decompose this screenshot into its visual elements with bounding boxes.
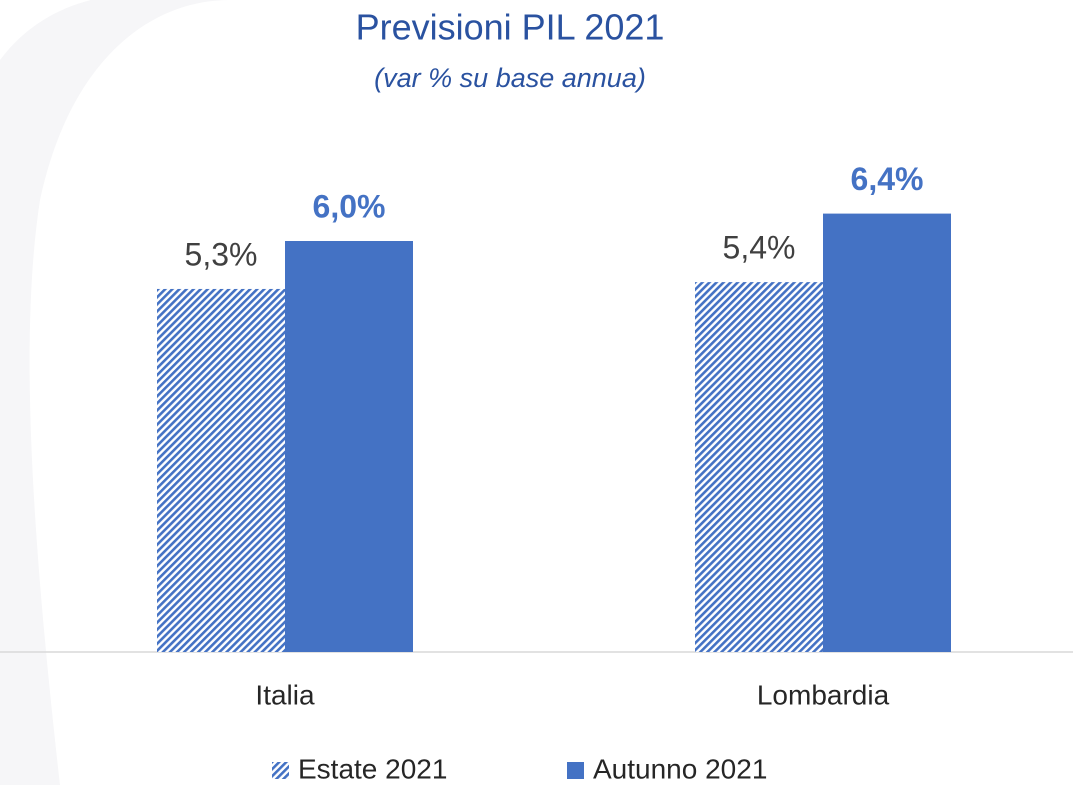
- chart-title: Previsioni PIL 2021: [356, 7, 665, 48]
- decoration: [0, 0, 230, 785]
- legend-label: Autunno 2021: [593, 753, 767, 784]
- bar: [695, 282, 823, 652]
- x-tick-label: Lombardia: [757, 679, 890, 710]
- chart-subtitle: (var % su base annua): [374, 63, 646, 93]
- legend-label: Estate 2021: [298, 753, 447, 784]
- legend-swatch: [567, 762, 584, 779]
- data-label: 6,4%: [851, 161, 924, 197]
- bar: [157, 288, 285, 652]
- bar: [285, 241, 413, 652]
- legend-swatch: [272, 762, 289, 779]
- data-label: 5,4%: [723, 230, 796, 266]
- data-label: 6,0%: [313, 188, 386, 224]
- data-label: 5,3%: [185, 236, 258, 272]
- bar: [823, 213, 951, 652]
- x-tick-label: Italia: [255, 679, 315, 710]
